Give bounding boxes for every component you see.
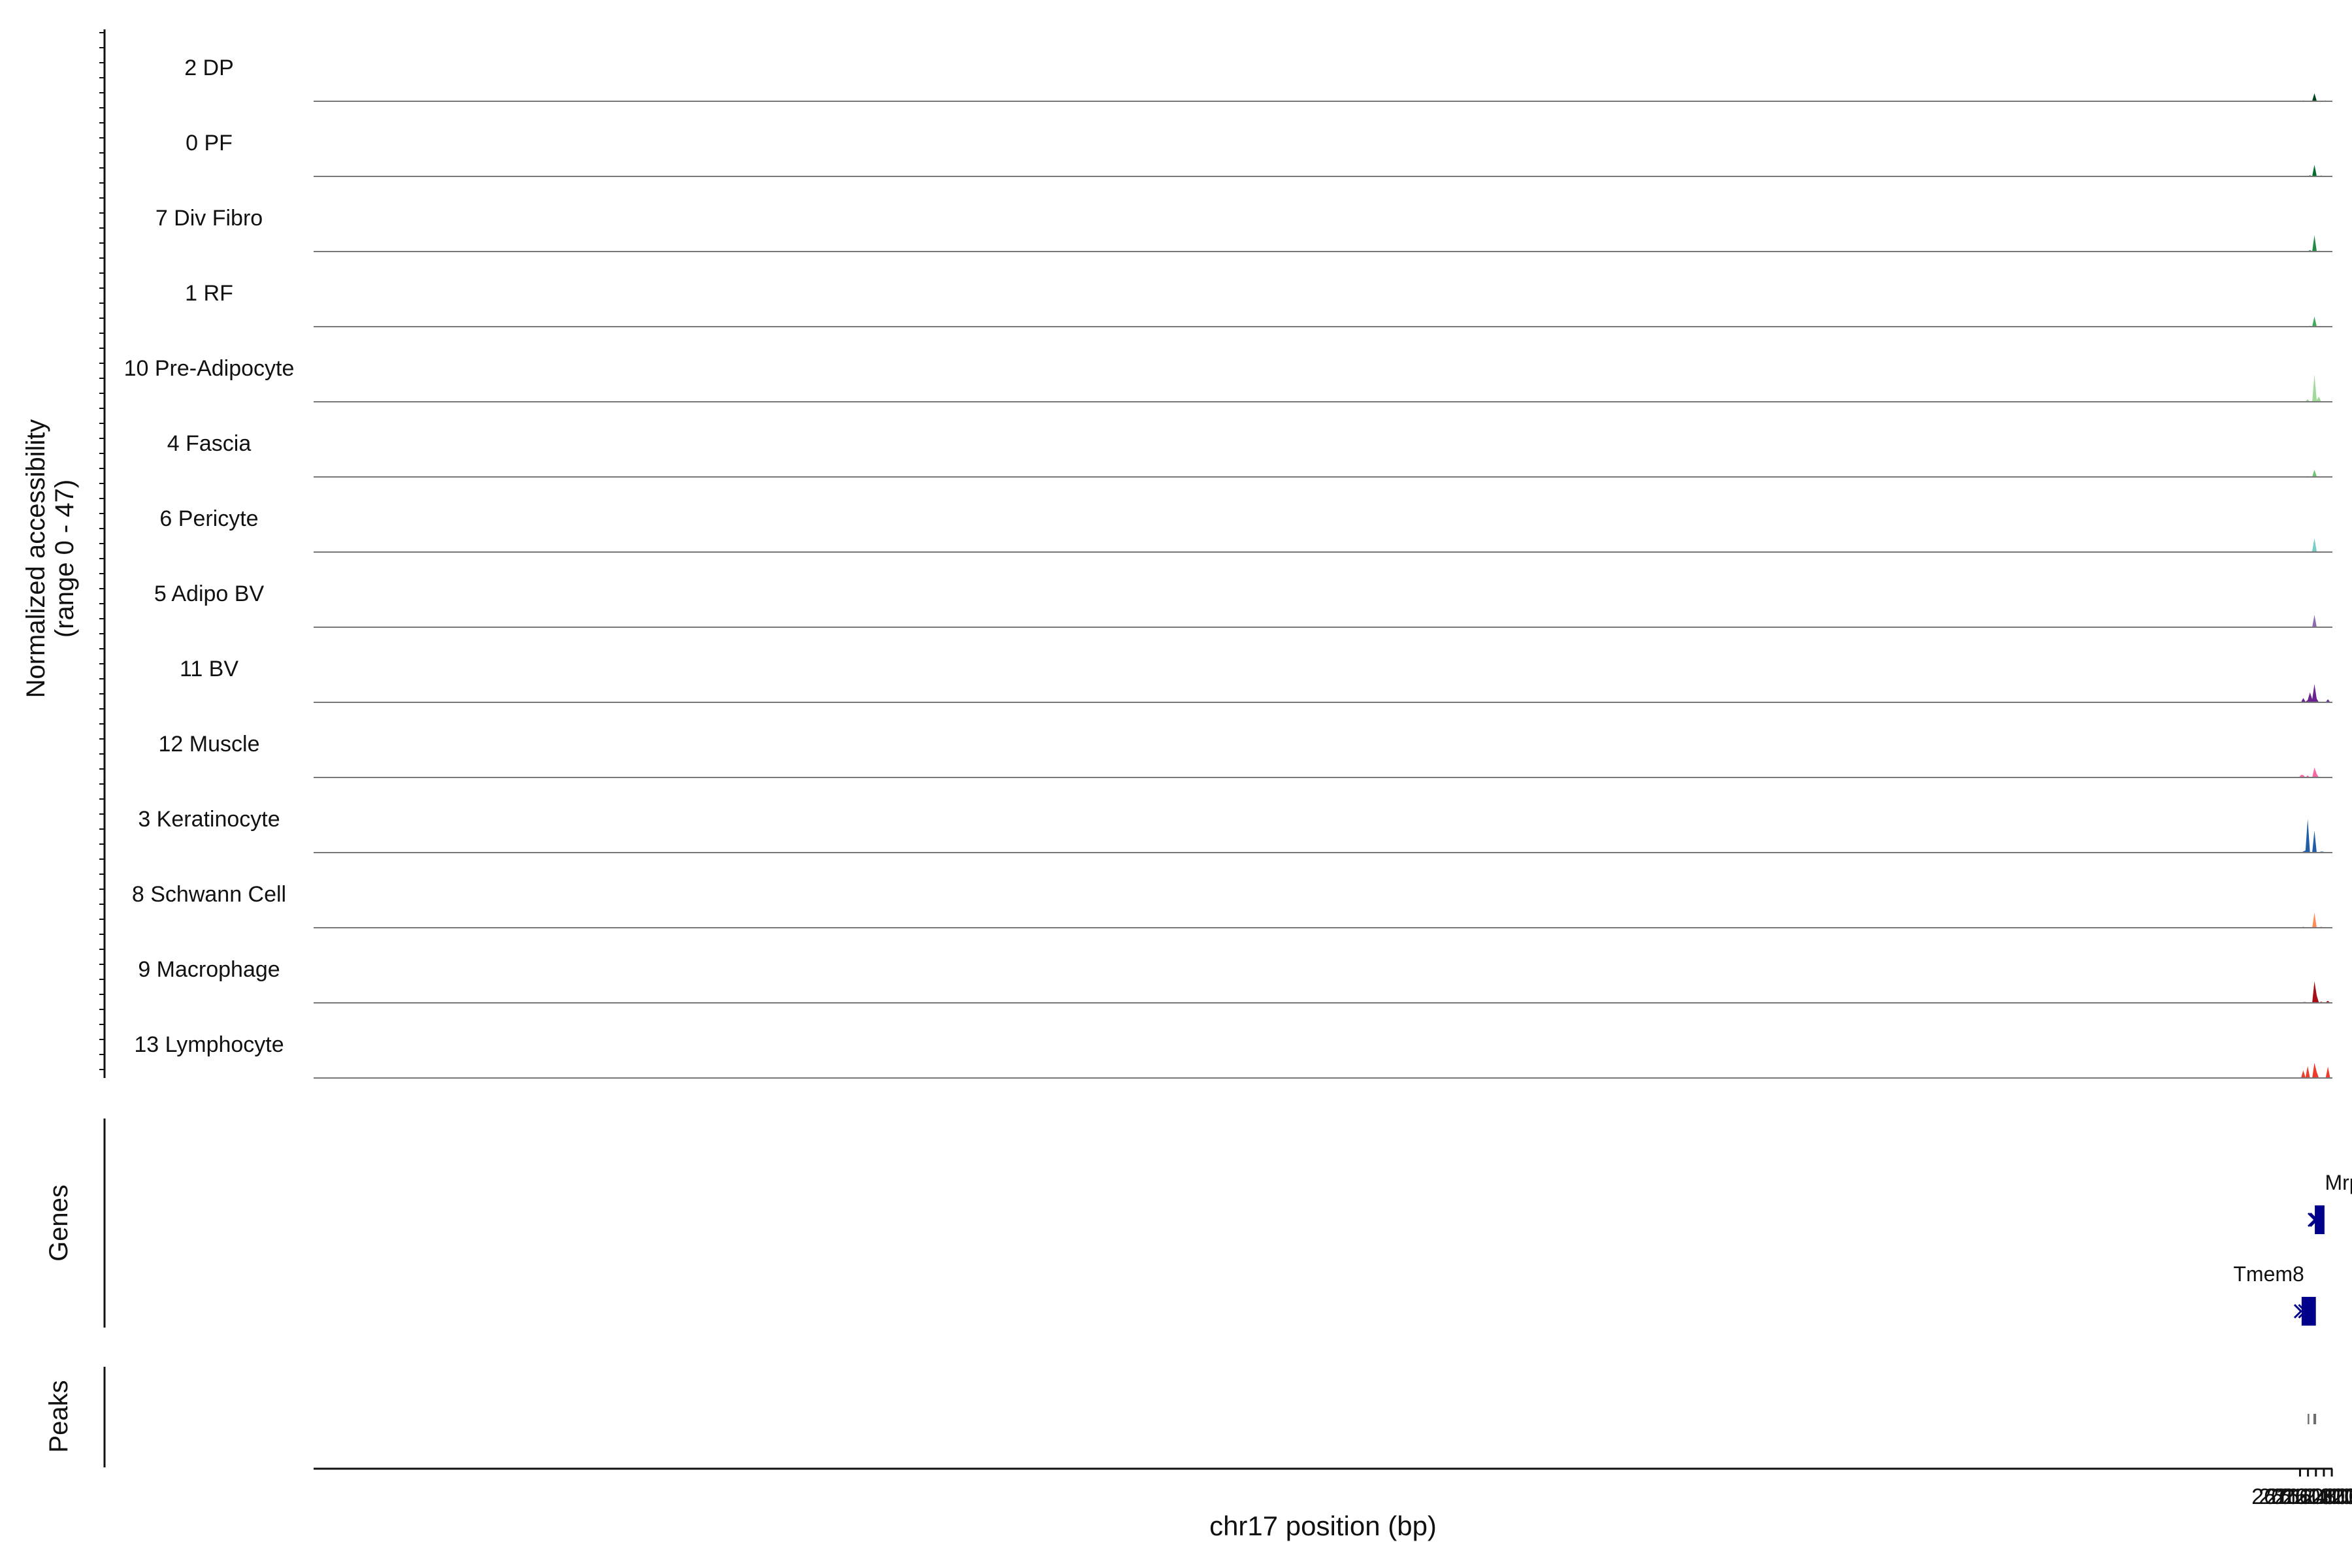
track-signal — [314, 374, 2332, 402]
track-12: 8 Schwann Cell — [132, 882, 2332, 928]
strand-arrow — [2298, 1303, 2307, 1319]
gene-annotations: Mrpl28 Tmem8 — [2233, 1171, 2352, 1326]
track-signal — [314, 912, 2332, 928]
gene-name: Mrpl28 — [2325, 1171, 2352, 1194]
track-14: 13 Lymphocyte — [134, 1032, 2332, 1079]
track-label: 10 Pre-Adipocyte — [124, 356, 295, 381]
y-axis-label: Normalized accessibility (range 0 - 47) — [22, 419, 79, 698]
track-6: 4 Fascia — [167, 431, 2332, 478]
track-8: 5 Adipo BV — [154, 581, 2332, 628]
track-label: 13 Lymphocyte — [134, 1032, 284, 1057]
track-label: 3 Keratinocyte — [138, 807, 280, 832]
track-label: 4 Fascia — [167, 431, 252, 456]
track-1: 2 DP — [184, 56, 2332, 102]
x-axis-ticks: 2611600026120000261240002612800026132000 — [2251, 1469, 2352, 1509]
gene-exon — [2320, 1205, 2325, 1234]
x-tick-label: 26124000 — [2266, 1484, 2352, 1509]
x-tick-label: 26120000 — [2259, 1484, 2352, 1509]
track-4: 1 RF — [185, 281, 2332, 327]
x-tick-label: 26132000 — [2282, 1484, 2352, 1509]
track-11: 3 Keratinocyte — [138, 807, 2332, 853]
track-signal — [314, 316, 2332, 327]
track-signal — [314, 93, 2332, 101]
x-tick-label: 26116000 — [2251, 1484, 2349, 1509]
peak-region — [2313, 1414, 2317, 1424]
track-signal — [314, 1062, 2332, 1078]
gene-tmem8: Tmem8 — [2233, 1262, 2316, 1326]
coverage-tracks: 2 DP 0 PF 7 Div Fibro 1 RF 10 Pre-Adipocyte 4… — [124, 56, 2332, 1079]
track-2: 0 PF — [186, 131, 2332, 177]
track-signal — [314, 165, 2332, 176]
track-label: 0 PF — [186, 131, 233, 155]
track-signal — [314, 538, 2332, 552]
gene-mrpl28: Mrpl28 — [2308, 1171, 2352, 1234]
strand-arrow — [2310, 1212, 2319, 1228]
peak-region — [2308, 1414, 2310, 1424]
track-label: 7 Div Fibro — [155, 206, 263, 231]
track-signal — [314, 767, 2332, 777]
track-label: 5 Adipo BV — [154, 581, 265, 606]
track-5: 10 Pre-Adipocyte — [124, 356, 2332, 402]
x-axis-label: chr17 position (bp) — [1209, 1511, 1437, 1541]
coverage-axis-ticks — [99, 32, 105, 1070]
track-13: 9 Macrophage — [138, 957, 2332, 1004]
track-signal — [314, 819, 2332, 853]
track-label: 1 RF — [185, 281, 233, 306]
strand-arrow — [2302, 1303, 2311, 1319]
track-signal — [314, 981, 2332, 1003]
y-axis-label-line1: Normalized accessibility — [22, 419, 50, 698]
track-label: 8 Schwann Cell — [132, 882, 286, 907]
track-label: 6 Pericyte — [159, 506, 258, 531]
track-label: 12 Muscle — [159, 732, 260, 757]
track-9: 11 BV — [180, 657, 2332, 703]
track-label: 2 DP — [184, 56, 234, 80]
y-axis-label-line2: (range 0 - 47) — [50, 480, 79, 638]
peak-regions — [2308, 1414, 2317, 1424]
track-label: 9 Macrophage — [138, 957, 280, 982]
x-tick-label: 26128000 — [2274, 1484, 2352, 1509]
track-signal — [314, 615, 2332, 627]
track-signal — [314, 469, 2332, 477]
peaks-panel-label: Peaks — [44, 1380, 73, 1452]
track-label: 11 BV — [180, 657, 238, 681]
gene-name: Tmem8 — [2233, 1262, 2304, 1286]
track-10: 12 Muscle — [159, 732, 2332, 778]
strand-arrow — [2308, 1212, 2317, 1228]
genes-panel-label: Genes — [44, 1184, 73, 1262]
track-7: 6 Pericyte — [159, 506, 2332, 553]
gene-exon — [2311, 1297, 2316, 1326]
track-signal — [314, 235, 2332, 252]
track-signal — [314, 684, 2332, 702]
track-3: 7 Div Fibro — [155, 206, 2332, 252]
strand-arrow — [2304, 1303, 2313, 1319]
strand-arrow — [2293, 1303, 2303, 1319]
